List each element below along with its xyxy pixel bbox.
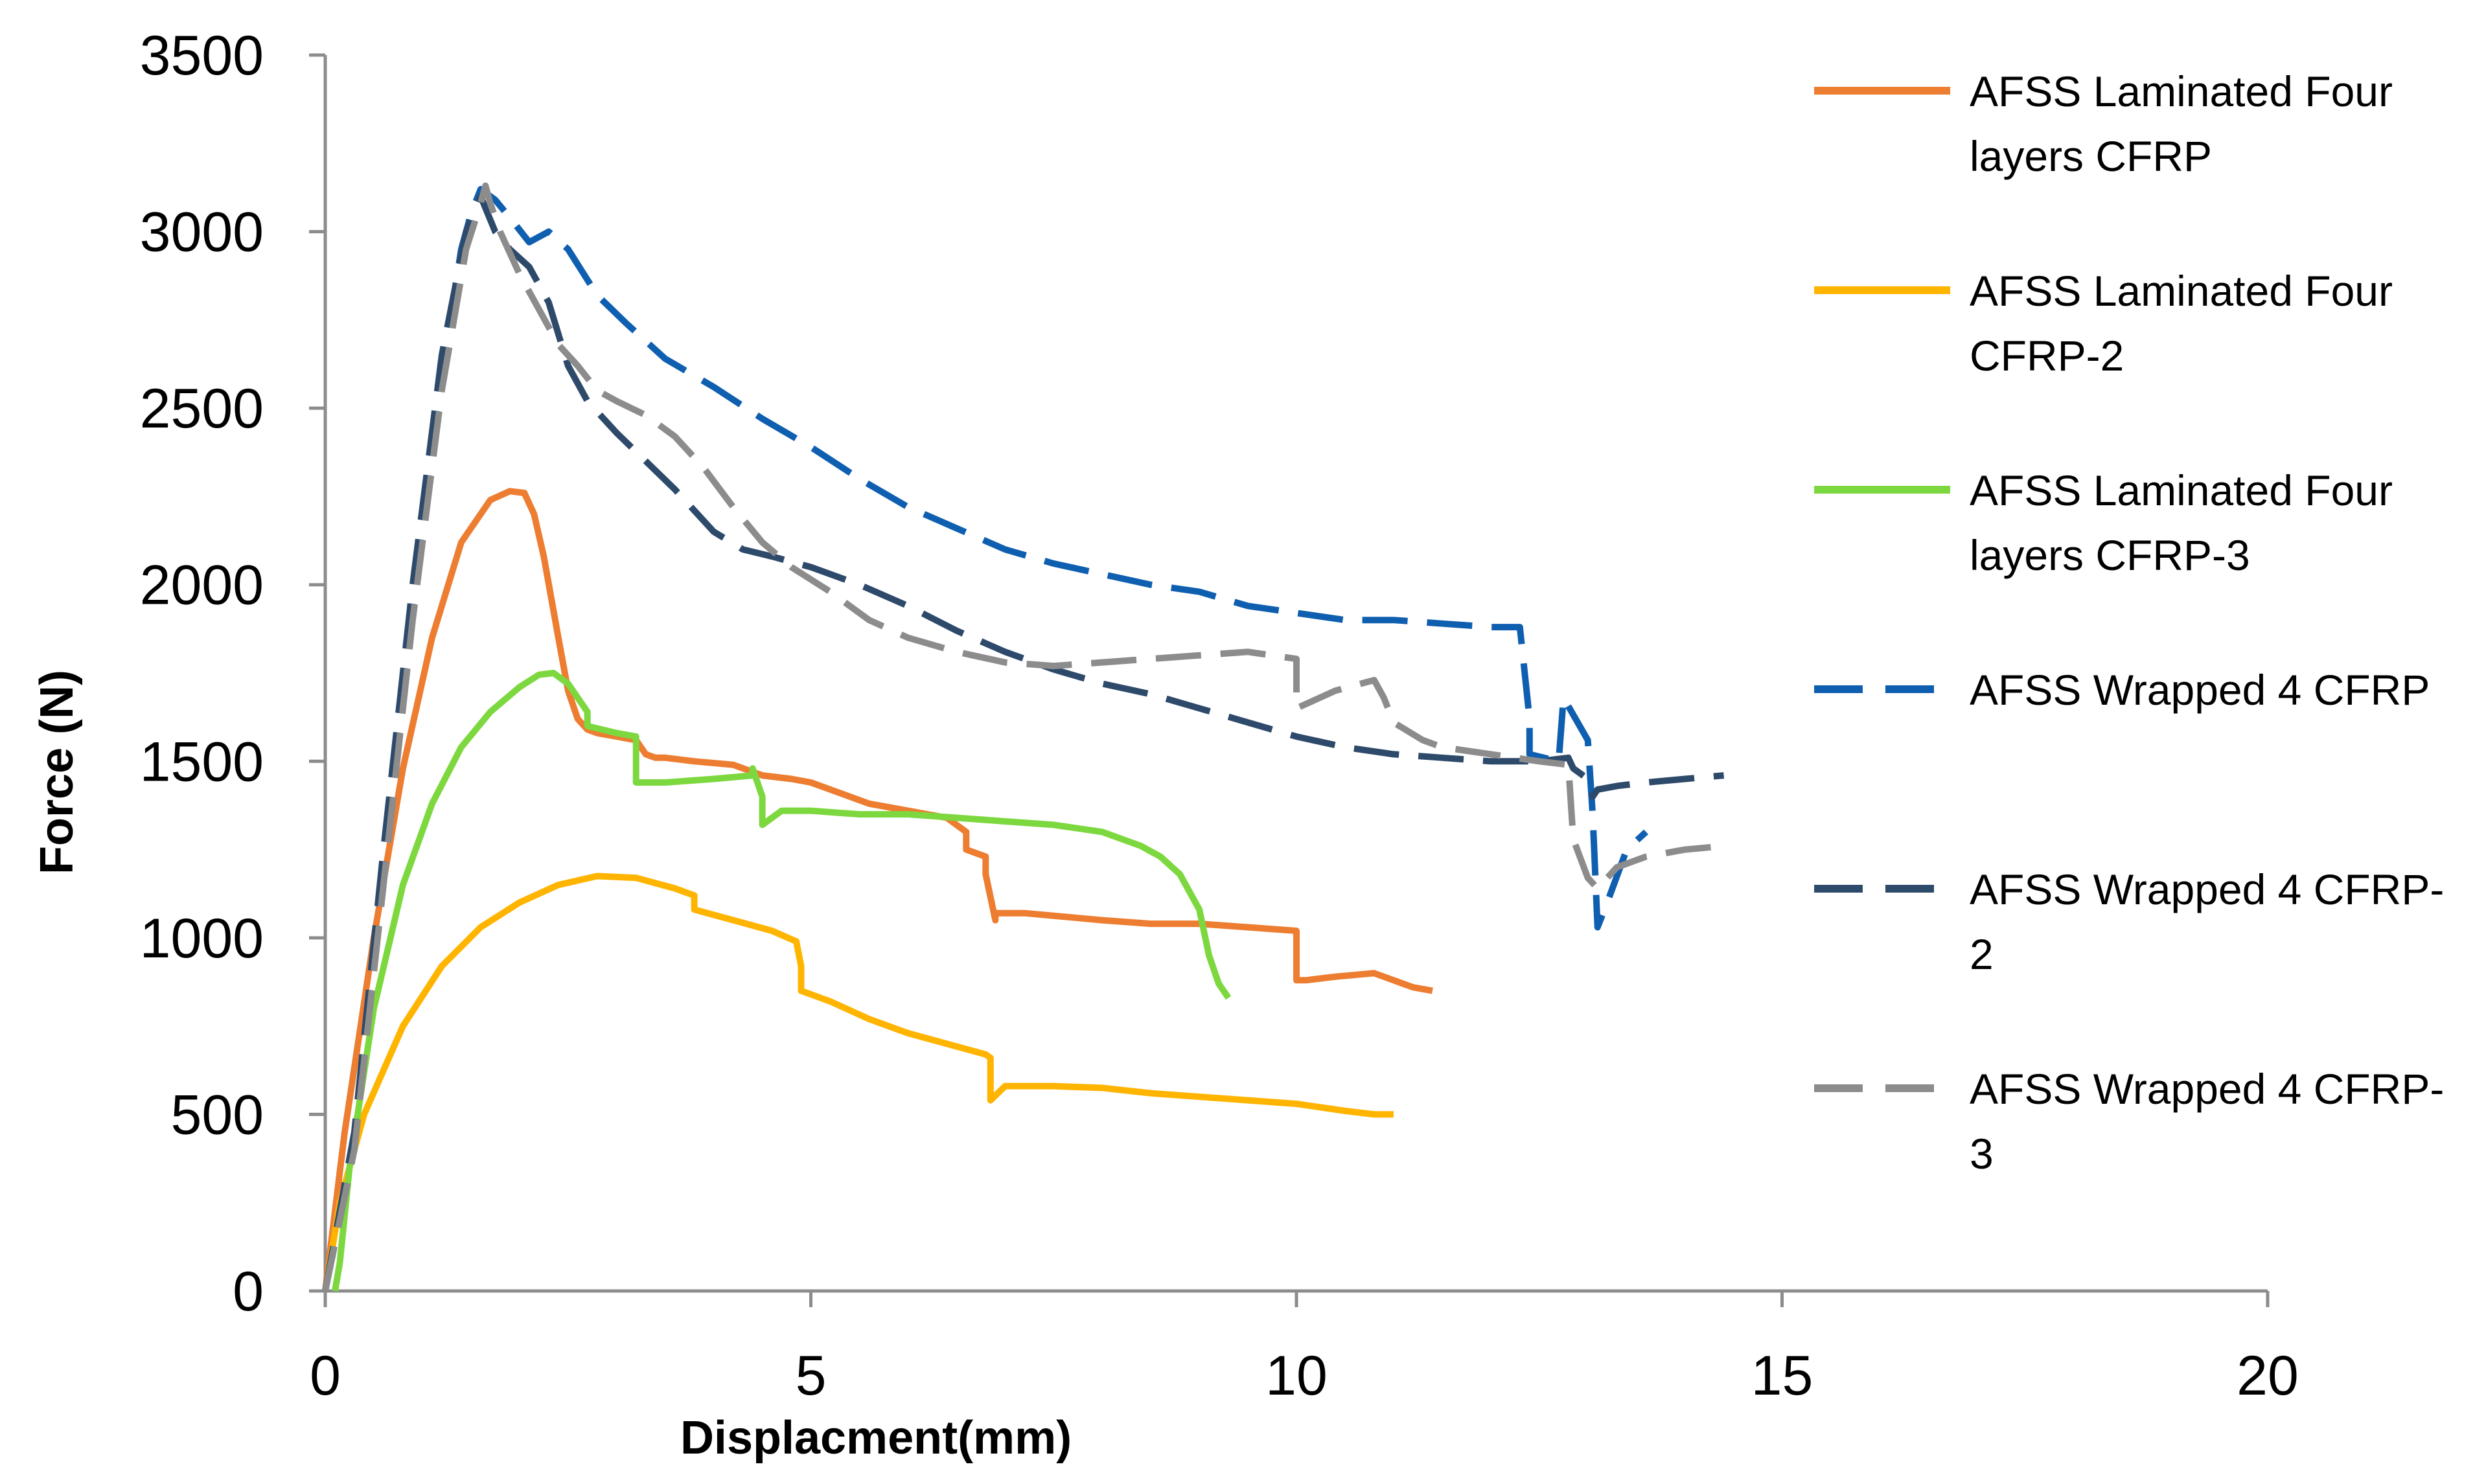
- series-line-5: [322, 193, 1725, 1292]
- series-line-4: [322, 186, 1648, 1292]
- legend-label-line: AFSS Laminated Four: [1970, 67, 2393, 115]
- legend-label-5: AFSS Wrapped 4 CFRP- 2: [1970, 865, 2444, 978]
- legend-label-4: AFSS Wrapped 4 CFRP: [1970, 666, 2430, 714]
- legend-label-line: AFSS Laminated Four: [1970, 466, 2393, 514]
- x-tick-label: 0: [310, 1345, 341, 1407]
- series-line-6: [322, 182, 1725, 1292]
- axes: 0 500 1000 1500 2000 2500 3000 3500 0 5 10 15 20: [140, 25, 2299, 1407]
- x-tick-label: 20: [2237, 1345, 2299, 1407]
- legend-label-line: CFRP-2: [1970, 332, 2124, 380]
- plot-area: [322, 182, 1725, 1292]
- x-tick-label: 10: [1265, 1345, 1328, 1407]
- x-axis-title: Displacment(mm): [680, 1412, 1072, 1464]
- legend-label-line: AFSS Laminated Four: [1970, 267, 2393, 315]
- x-tick-label: 15: [1751, 1345, 1813, 1407]
- y-axis-title: Force (N): [31, 670, 83, 874]
- legend-label-3: AFSS Laminated Four layers CFRP-3: [1970, 466, 2393, 579]
- x-tick-label: 5: [796, 1345, 827, 1407]
- legend-label-line: layers CFRP-3: [1970, 531, 2250, 579]
- legend-label-2: AFSS Laminated Four CFRP-2: [1970, 267, 2393, 380]
- series-line-1: [322, 488, 1433, 1292]
- y-tick-label: 2000: [140, 554, 264, 617]
- y-tick-label: 1500: [140, 731, 264, 793]
- series-line-3: [332, 670, 1232, 1292]
- y-tick-label: 3500: [140, 25, 264, 87]
- series-line-2: [322, 873, 1394, 1292]
- legend-label-line: layers CFRP: [1970, 132, 2212, 180]
- legend-label-line: AFSS Wrapped 4 CFRP: [1970, 666, 2430, 714]
- y-tick-label: 3000: [140, 201, 264, 264]
- legend-label-1: AFSS Laminated Four layers CFRP: [1970, 67, 2393, 180]
- legend-label-line: 2: [1970, 930, 1994, 978]
- y-tick-label: 2500: [140, 378, 264, 440]
- y-tick-label: 1000: [140, 908, 264, 970]
- legend-label-6: AFSS Wrapped 4 CFRP- 3: [1970, 1065, 2444, 1178]
- legend-label-line: AFSS Wrapped 4 CFRP-: [1970, 865, 2444, 913]
- legend-label-line: AFSS Wrapped 4 CFRP-: [1970, 1065, 2444, 1113]
- y-tick-label: 0: [233, 1261, 264, 1323]
- legend-label-line: 3: [1970, 1130, 1994, 1178]
- y-tick-label: 500: [171, 1084, 264, 1146]
